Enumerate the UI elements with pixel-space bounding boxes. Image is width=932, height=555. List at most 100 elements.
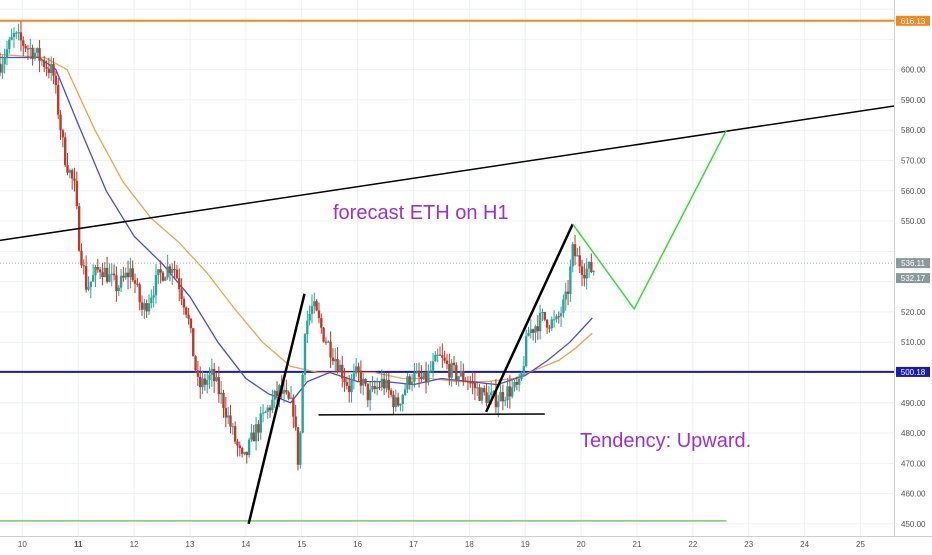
candle-body [199,376,202,388]
candle-body [182,298,186,308]
candle-body [289,397,293,399]
candle-body [57,85,60,115]
candle-body [152,295,155,298]
candle-body [75,180,79,207]
candle-body [380,378,384,388]
x-tick-label: 13 [186,540,195,549]
y-tick-label: 590.00 [901,96,926,105]
candle-body [520,372,523,379]
candle-body [513,381,516,388]
candle-body [259,413,262,433]
candles [0,21,595,471]
candle-body [375,386,379,390]
candle-body [522,366,526,373]
neckline [318,413,545,416]
candle-body [524,336,528,367]
candle-body [275,390,279,397]
candle-body [252,432,255,442]
candle-body [431,361,435,371]
y-tick-label: 570.00 [901,156,926,165]
candle-body [478,387,481,401]
candle-body [196,370,200,377]
candle-body [173,268,176,270]
candle-body [534,326,537,333]
badge-500-text: 500.18 [901,368,926,377]
x-tick-label: 25 [856,540,865,549]
candle-body [8,39,11,50]
badge-532-box [896,273,930,284]
candle-body [80,250,83,266]
candle-body [15,32,18,34]
candle-body [483,388,486,393]
x-tick-label: 15 [297,540,306,549]
candle-body [19,32,23,41]
candle-body [413,372,416,382]
candle-body [571,244,574,267]
candle-body [341,364,344,379]
candle-body [364,378,367,384]
candle-body [50,64,53,73]
candle-body [450,362,453,378]
candle-body [266,407,269,412]
candle-body [306,320,309,335]
candle-body [350,380,353,393]
candle-body [43,60,46,68]
candle-body [261,412,265,414]
candle-body [178,278,181,290]
impulse-line [484,223,574,413]
candle-body [115,275,118,292]
candle-body [124,272,127,278]
candle-body [371,386,374,390]
candle-body [301,374,304,433]
candle-body [336,359,339,372]
candle-body [373,386,377,390]
candle-body [299,432,302,465]
candle-body [566,291,570,294]
x-tick-label: 20 [577,540,586,549]
candle-body [529,329,533,333]
candle-body [180,289,183,299]
x-tick-label: 22 [688,540,697,549]
candle-body [126,272,130,278]
candle-body [406,376,409,390]
candle-body [185,307,188,315]
candle-body [222,392,225,409]
candle-body [292,397,295,417]
candle-body [17,32,20,34]
candle-body [317,310,321,319]
candle-body [329,341,332,358]
candle-body [361,378,365,386]
candle-body [385,380,388,389]
candle-body [296,427,300,465]
candle-body [417,371,421,377]
candle-body [366,383,370,401]
candle-body [573,244,577,257]
candle-body [229,415,232,427]
candle-body [38,48,41,61]
candle-body [357,366,360,371]
candle-body [345,382,349,386]
badge-616-box [896,15,930,26]
candle-body [494,391,498,408]
candle-body [1,64,4,73]
candle-body [443,357,446,361]
candle-body [564,291,567,300]
candle-body [145,303,148,312]
candle-body [492,391,495,393]
candle-body [578,255,581,267]
candle-body [254,424,258,442]
candle-body [441,355,444,358]
candle-body [499,392,502,402]
candle-body [26,48,30,50]
candle-body [436,354,439,356]
candle-body [233,426,237,442]
time-axis[interactable]: 10 11 12 13 14 15 16 17 18 19 20 21 22 23 24 25 [18,540,866,549]
candle-body [501,392,505,402]
candle-body [268,407,272,411]
candle-body [171,268,174,273]
candle-body [473,382,477,389]
candle-body [143,303,146,310]
price-axis[interactable]: 450.00 460.00 470.00 480.00 490.00 510.00 520.… [901,66,926,529]
